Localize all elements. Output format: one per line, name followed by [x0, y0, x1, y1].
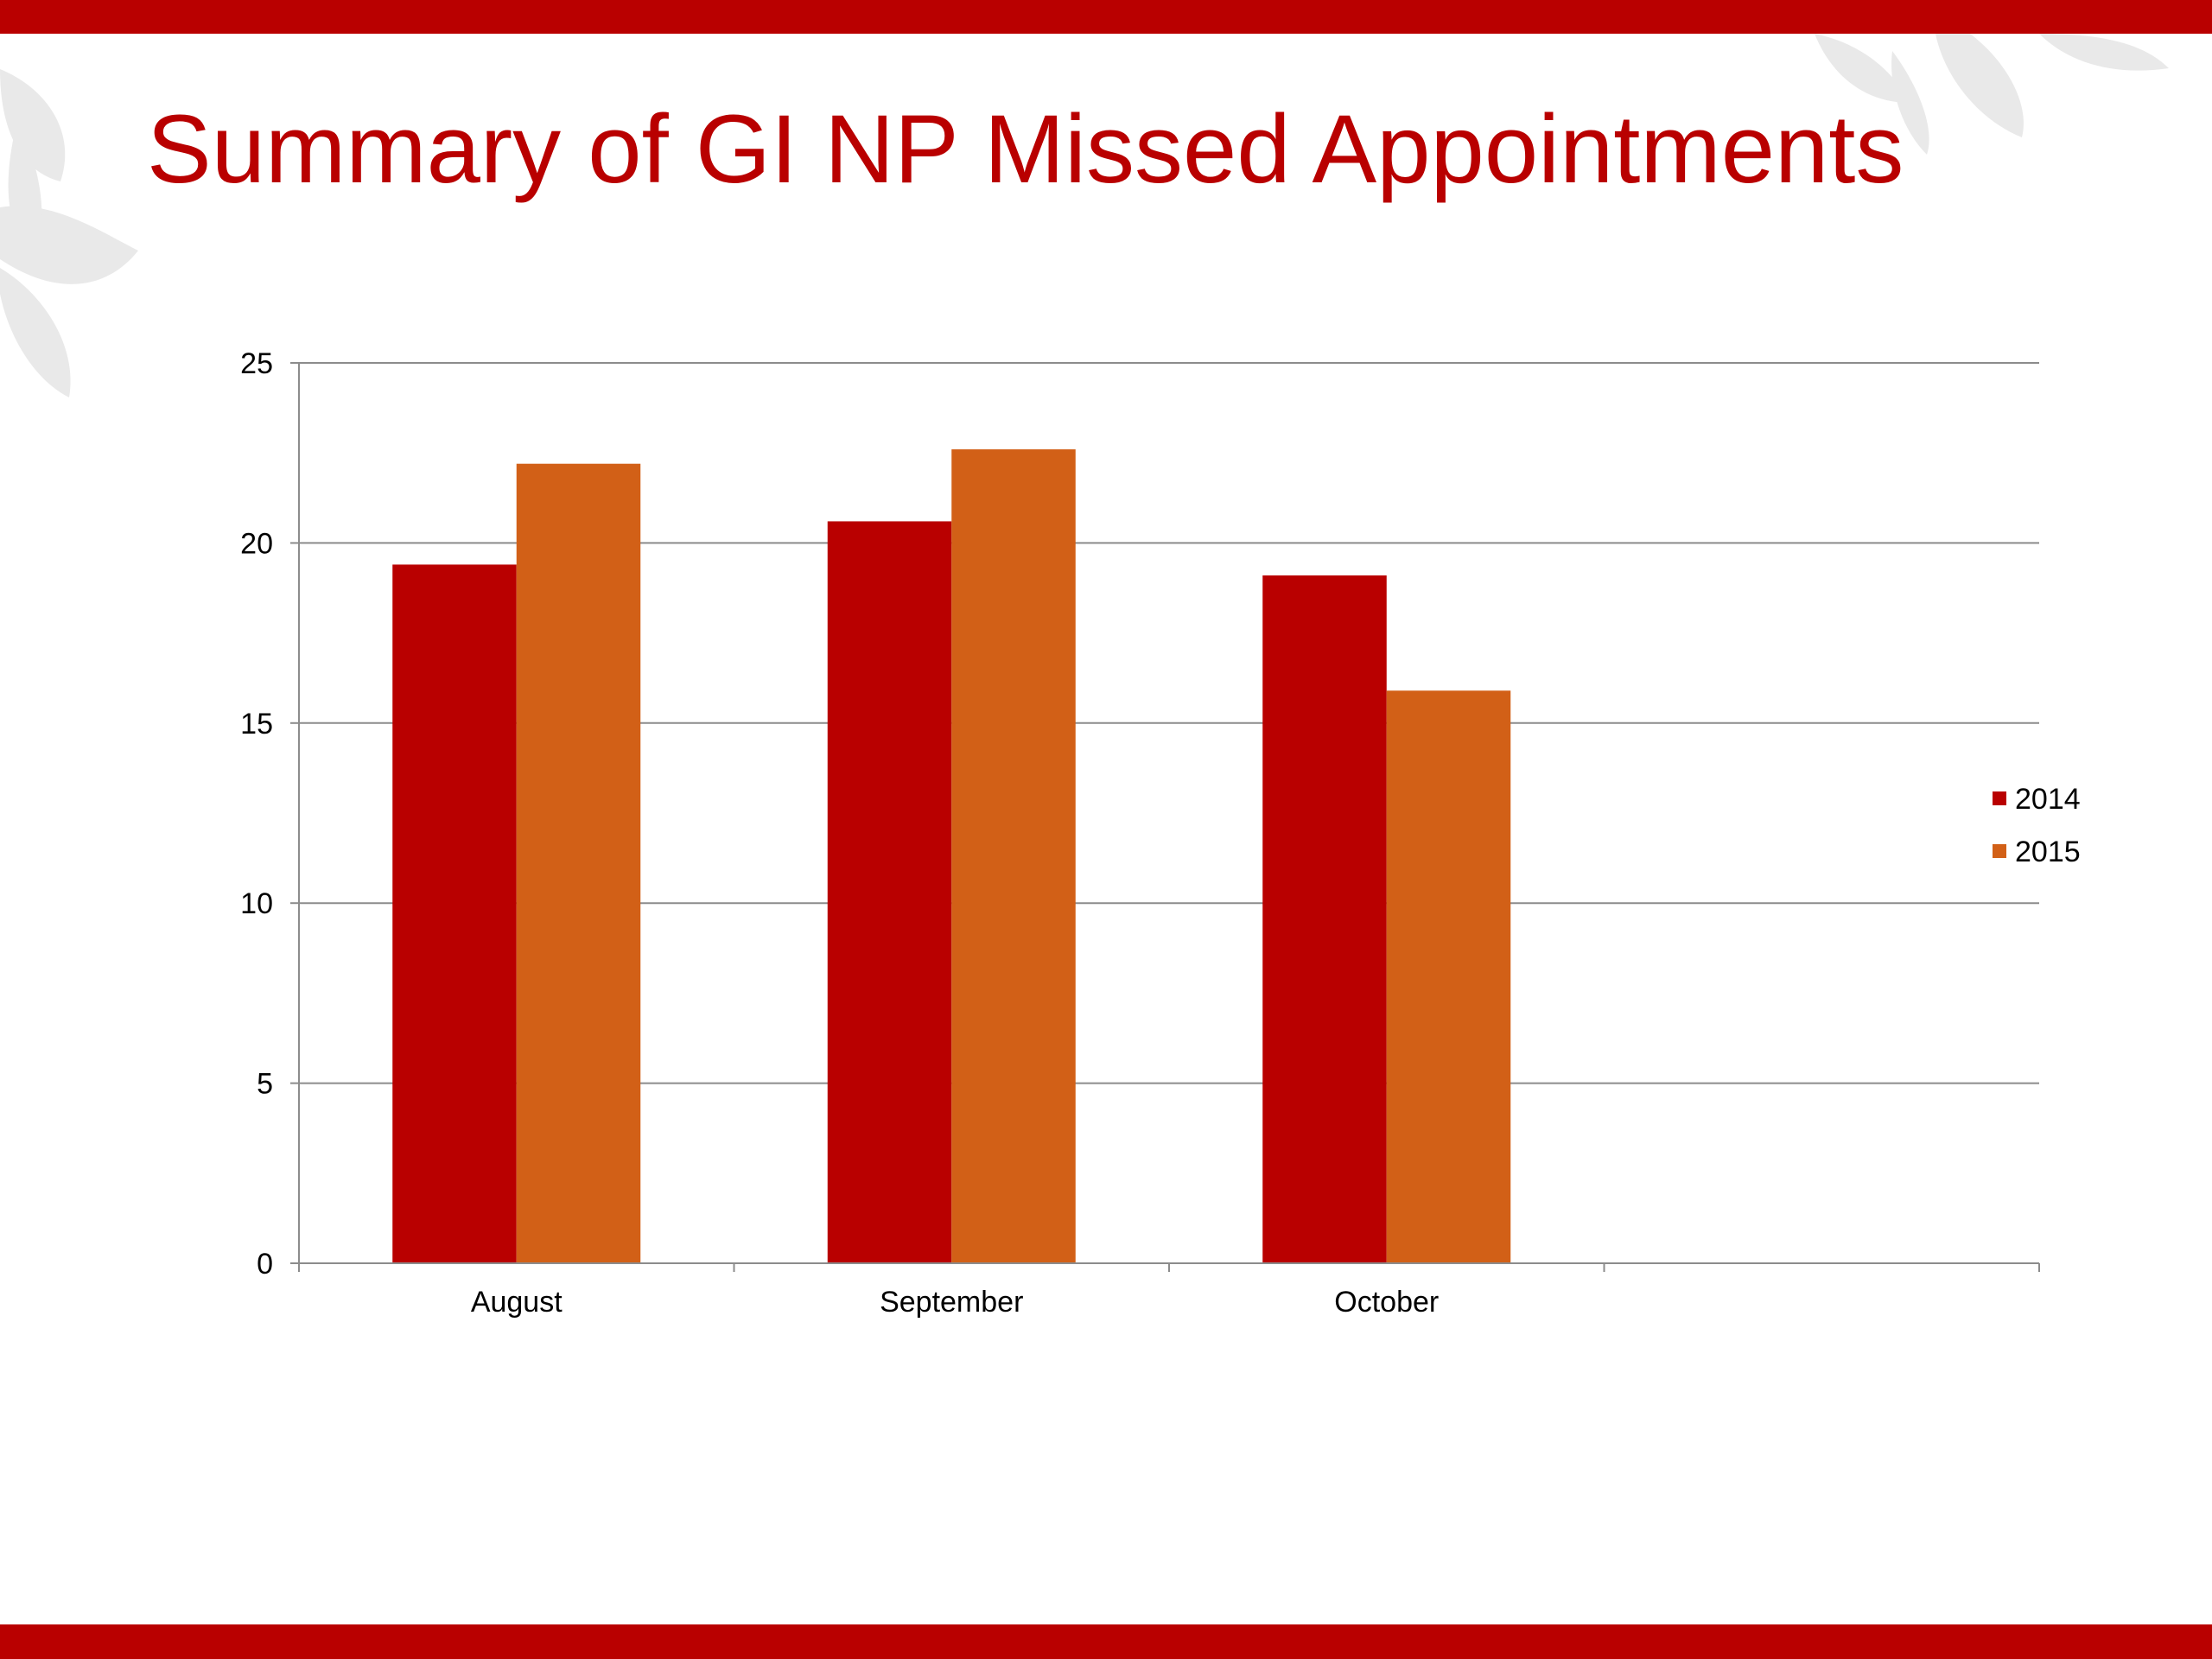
legend-label: 2014 — [2015, 783, 2081, 816]
x-tick-label: October — [1334, 1286, 1439, 1319]
bar-2015-september — [951, 449, 1076, 1263]
bars — [392, 449, 1511, 1263]
leaf-decoration-top-left — [0, 69, 138, 397]
legend: 2014 2015 — [1993, 783, 2081, 868]
bar-2014-august — [392, 564, 517, 1263]
legend-swatch — [1993, 791, 2006, 805]
bar-2014-september — [827, 521, 952, 1263]
y-tick-label: 20 — [240, 527, 273, 560]
y-tick-label: 25 — [240, 347, 273, 380]
top-accent-bar — [0, 0, 2212, 34]
axes — [290, 362, 2040, 1272]
bottom-accent-bar — [0, 1624, 2212, 1659]
bar-2014-october — [1262, 575, 1387, 1263]
legend-label: 2015 — [2015, 836, 2081, 868]
y-tick-label: 10 — [240, 887, 273, 920]
x-tick-label: September — [880, 1286, 1023, 1319]
y-tick-label: 15 — [240, 708, 273, 741]
y-tick-label: 5 — [257, 1068, 273, 1101]
leaf-decoration-top-right — [1815, 34, 2169, 155]
x-tick-label: August — [471, 1286, 563, 1319]
legend-swatch — [1993, 844, 2006, 858]
bar-2015-august — [516, 463, 641, 1263]
y-tick-label: 0 — [257, 1248, 273, 1281]
axis-labels: 0 5 10 15 20 25 August September October — [240, 347, 1439, 1319]
bar-2015-october — [1386, 690, 1511, 1263]
slide-title: Summary of GI NP Missed Appointments — [147, 95, 1904, 203]
